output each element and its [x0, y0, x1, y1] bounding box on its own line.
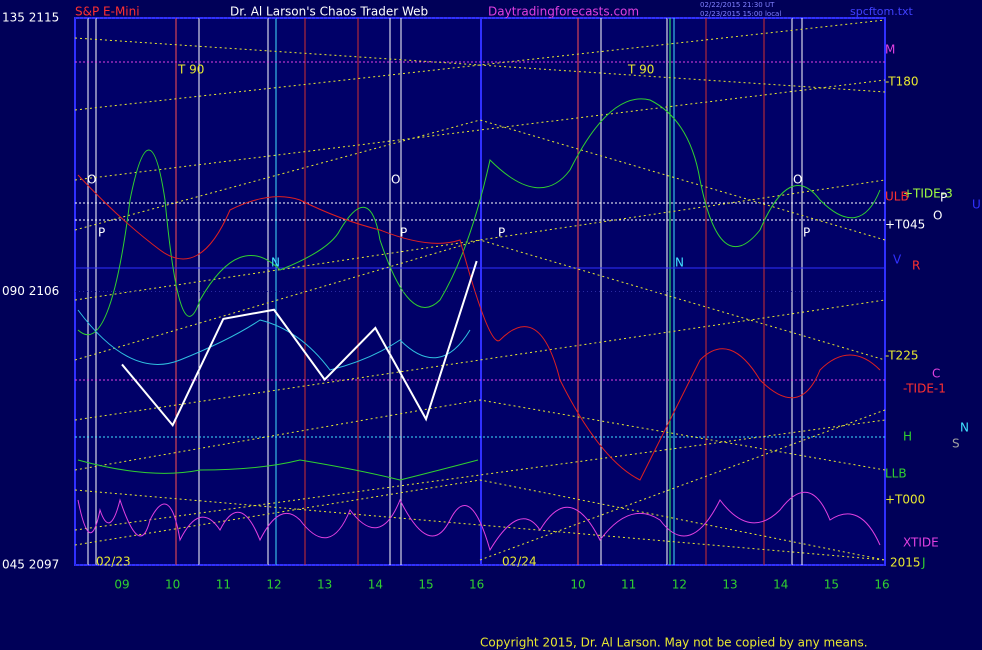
- header: S&P E-Mini Dr. Al Larson's Chaos Trader …: [75, 1, 914, 19]
- time-price-diagonals: [74, 19, 886, 561]
- annotation: N: [271, 256, 280, 270]
- x-tick-label: 13: [722, 578, 737, 592]
- x-tick-label: 14: [368, 578, 383, 592]
- annotation: +T000: [885, 493, 925, 507]
- annotation: M: [885, 43, 895, 57]
- annotation: O: [793, 173, 802, 187]
- y-tick-label: 045 2097: [2, 558, 59, 572]
- x-tick-label: 10: [570, 578, 585, 592]
- x-tick-label: 16: [874, 578, 889, 592]
- price-line: [121, 260, 478, 428]
- annotation: LLB: [885, 467, 907, 481]
- annotation: +TIDE-3: [903, 187, 953, 201]
- annotation: O: [87, 173, 96, 187]
- x-tick-label: 11: [216, 578, 231, 592]
- x-tick-label: 09: [114, 578, 129, 592]
- annotation: C: [932, 367, 940, 381]
- annotation: N: [960, 421, 969, 435]
- annotation: P: [498, 226, 505, 240]
- y-tick-label: 135 2115: [2, 11, 59, 25]
- indicator-curves: [77, 98, 881, 552]
- annotation: P: [803, 226, 810, 240]
- annotation: P: [98, 226, 105, 240]
- year-label: 2015: [890, 556, 921, 570]
- annotation: O: [933, 209, 942, 223]
- annotation: N: [675, 256, 684, 270]
- date-label: 02/23: [96, 555, 131, 569]
- annotation: -TIDE-1: [903, 382, 946, 396]
- annotation: R: [912, 259, 920, 273]
- x-tick-label: 11: [621, 578, 636, 592]
- annotation: XTIDE: [903, 536, 939, 550]
- annotation: P: [400, 226, 407, 240]
- annotation: U: [972, 198, 981, 212]
- annotation: +T045: [885, 218, 925, 232]
- date-label: 02/24: [502, 555, 537, 569]
- symbol: S&P E-Mini: [75, 5, 140, 19]
- x-tick-label: 12: [672, 578, 687, 592]
- x-tick-label: 15: [418, 578, 433, 592]
- x-tick-label: 14: [773, 578, 788, 592]
- y-tick-label: 090 2106: [2, 284, 59, 298]
- x-tick-label: 16: [469, 578, 484, 592]
- chart-title: Dr. Al Larson's Chaos Trader Web: [230, 5, 428, 19]
- annotation: -T180: [885, 75, 918, 89]
- annotation: S: [952, 437, 960, 451]
- file-name: spcftom.txt: [850, 5, 914, 18]
- x-tick-label: 10: [165, 578, 180, 592]
- annotation: T 90: [627, 63, 654, 77]
- annotation: O: [391, 173, 400, 187]
- annotation: J: [921, 556, 926, 570]
- x-tick-label: 12: [266, 578, 281, 592]
- copyright: Copyright 2015, Dr. Al Larson. May not b…: [480, 636, 868, 650]
- annotation: T 90: [177, 63, 204, 77]
- x-tick-label: 13: [317, 578, 332, 592]
- annotation: -T225: [885, 349, 918, 363]
- x-tick-label: 15: [824, 578, 839, 592]
- annotation: V: [893, 253, 902, 267]
- stamp: 02/22/2015 21:30 UT: [700, 1, 775, 9]
- stamp: 02/23/2015 15:00 local: [700, 10, 781, 18]
- annotation: P: [940, 191, 947, 205]
- site: Daytradingforecasts.com: [488, 5, 639, 19]
- annotation: ULB: [885, 190, 909, 204]
- annotation: H: [903, 430, 912, 444]
